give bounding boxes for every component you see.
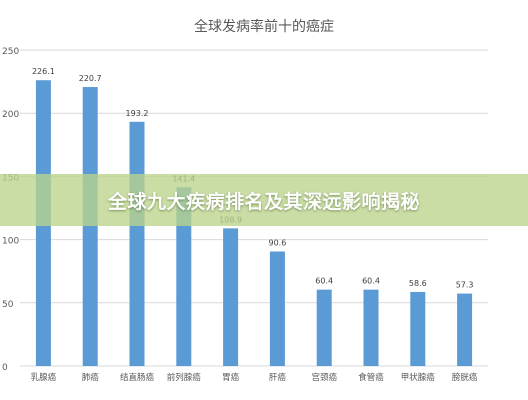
bar (82, 87, 98, 366)
x-tick-label: 胃癌 (222, 372, 240, 383)
y-tick-label: 250 (2, 47, 19, 57)
data-label: 90.6 (268, 238, 286, 247)
banner-title: 全球九大疾病排名及其深远影响揭秘 (107, 190, 420, 213)
x-tick-label: 乳腺癌 (31, 372, 57, 383)
x-tick-label: 甲状腺癌 (401, 372, 436, 383)
bar (176, 187, 192, 366)
data-label: 60.4 (315, 277, 333, 286)
bar (316, 289, 332, 366)
data-label: 60.4 (362, 277, 380, 286)
bar (457, 293, 473, 366)
bar (269, 251, 285, 366)
y-tick-label: 0 (2, 363, 8, 373)
y-tick-label: 50 (2, 300, 14, 310)
chart-title: 全球发病率前十的癌症 (194, 18, 334, 35)
y-tick-label: 200 (2, 110, 19, 120)
data-label: 220.7 (79, 74, 102, 83)
x-tick-label: 宫颈癌 (311, 372, 337, 383)
x-tick-label: 前列腺癌 (167, 372, 202, 383)
data-label: 58.6 (409, 279, 427, 288)
data-label: 57.3 (456, 281, 474, 290)
x-tick-label: 食管癌 (358, 372, 384, 383)
bar (129, 121, 145, 366)
y-tick-label: 100 (2, 237, 19, 247)
x-tick-label: 膀胱癌 (452, 372, 478, 383)
data-label: 226.1 (32, 67, 55, 76)
data-label: 193.2 (126, 109, 149, 118)
bar (223, 228, 239, 366)
x-tick-label: 结直肠癌 (120, 372, 155, 383)
x-tick-label: 肝癌 (269, 372, 287, 383)
x-tick-label: 肺癌 (82, 372, 100, 383)
bar (410, 291, 426, 366)
bar (363, 289, 379, 366)
overlay-banner: 全球九大疾病排名及其深远影响揭秘 (0, 174, 528, 226)
